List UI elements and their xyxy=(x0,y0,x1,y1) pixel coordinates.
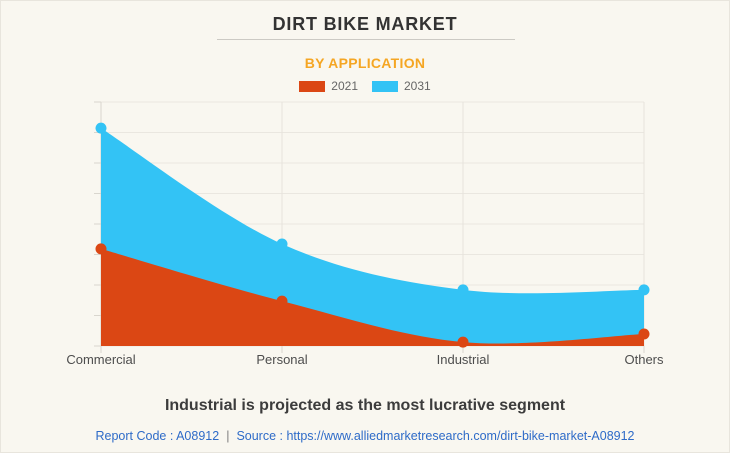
data-point-2031-personal[interactable] xyxy=(276,238,288,250)
chart-caption: Industrial is projected as the most lucr… xyxy=(164,397,566,414)
page-title: DIRT BIKE MARKET xyxy=(272,14,458,34)
data-point-2031-industrial[interactable] xyxy=(457,284,469,296)
axis-label-others: Others xyxy=(624,352,664,367)
legend: 2021 2031 xyxy=(1,79,729,93)
data-point-2021-others[interactable] xyxy=(638,328,650,340)
area-2021 xyxy=(101,248,644,346)
data-point-2021-personal[interactable] xyxy=(276,295,288,307)
legend-label-2031: 2031 xyxy=(404,79,431,93)
legend-swatch-2031 xyxy=(372,80,398,92)
footer-source-line: Report Code : A08912 | Source : https://ww… xyxy=(1,429,729,443)
axis-label-industrial: Industrial xyxy=(436,352,490,367)
axis-label-personal: Personal xyxy=(256,352,308,367)
separator: | xyxy=(226,429,230,443)
data-point-2031-others[interactable] xyxy=(638,284,650,296)
legend-label-2021: 2021 xyxy=(331,79,358,93)
data-point-2031-commercial[interactable] xyxy=(95,122,107,134)
report-code-text: Report Code : A08912 xyxy=(95,429,220,443)
data-point-2021-industrial[interactable] xyxy=(457,336,469,348)
title-divider xyxy=(217,39,515,40)
axis-label-commercial: Commercial xyxy=(66,352,136,367)
legend-swatch-2021 xyxy=(299,80,326,92)
source-link[interactable]: Source : https://www.alliedmarketresearc… xyxy=(236,429,635,443)
chart-subtitle: BY APPLICATION xyxy=(304,55,426,71)
data-point-2021-commercial[interactable] xyxy=(95,243,107,255)
legend-item-2031[interactable]: 2031 xyxy=(372,79,431,93)
legend-item-2021[interactable]: 2021 xyxy=(299,79,358,93)
x-axis: Commercial Personal Industrial Others xyxy=(1,352,729,368)
